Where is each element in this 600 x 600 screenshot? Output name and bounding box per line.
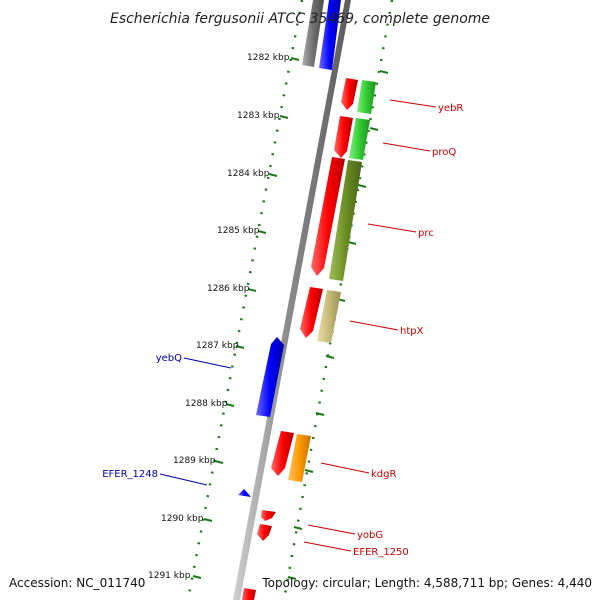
accession-text: Accession: NC_011740 bbox=[9, 576, 145, 590]
outer-dash bbox=[347, 241, 357, 245]
tick-label-1285: 1285 kbp bbox=[217, 226, 260, 236]
gene-label-kdgR[interactable]: kdgR bbox=[371, 469, 396, 480]
gene-yebR-cog bbox=[357, 80, 376, 114]
leader-EFER_1248 bbox=[159, 473, 208, 486]
outer-dash bbox=[325, 355, 335, 359]
blue-gene-feature-top bbox=[319, 0, 341, 70]
gene-proQ-cog bbox=[349, 118, 370, 160]
gene-proQ-arrow[interactable] bbox=[334, 116, 353, 158]
outer-dash bbox=[379, 70, 389, 74]
gene-label-proQ[interactable]: proQ bbox=[432, 147, 456, 158]
leader-EFER_1250 bbox=[303, 541, 352, 552]
tick-mark bbox=[279, 115, 289, 119]
gene-htpX-cog bbox=[317, 290, 341, 343]
gene-label-EFER_1248[interactable]: EFER_1248 bbox=[102, 469, 158, 480]
gene-EFER_1248-arrow[interactable] bbox=[238, 489, 251, 497]
gene-prc-cog bbox=[329, 160, 362, 281]
gene-label-yobG[interactable]: yobG bbox=[357, 530, 383, 541]
gene-yebQ-arrow[interactable] bbox=[256, 337, 284, 417]
gene-htpX-arrow[interactable] bbox=[300, 287, 323, 338]
gene-yebR-arrow[interactable] bbox=[341, 78, 358, 110]
tick-label-1291: 1291 kbp bbox=[148, 571, 191, 581]
genome-backbone bbox=[233, 0, 351, 600]
tick-label-1288: 1288 kbp bbox=[185, 399, 228, 409]
kbp-ticks bbox=[192, 57, 300, 579]
gray-gene-feature bbox=[302, 0, 324, 67]
tick-mark bbox=[192, 575, 202, 579]
outer-dash bbox=[287, 576, 297, 580]
tick-label-1287: 1287 kbp bbox=[196, 341, 239, 351]
gene-label-yebQ[interactable]: yebQ bbox=[156, 353, 182, 364]
gene-label-prc[interactable]: prc bbox=[418, 228, 434, 239]
tick-label-1283: 1283 kbp bbox=[237, 111, 280, 121]
tick-mark bbox=[247, 288, 257, 292]
gene-label-htpX[interactable]: htpX bbox=[400, 326, 424, 337]
tick-mark bbox=[290, 57, 300, 61]
tick-mark bbox=[257, 230, 267, 234]
gene-EFER_1250-arrow[interactable] bbox=[257, 524, 272, 541]
leader-htpX bbox=[349, 320, 399, 331]
tick-mark bbox=[214, 460, 224, 464]
leader-yobG bbox=[307, 524, 356, 535]
tick-mark bbox=[268, 173, 278, 177]
reverse-leader-lines bbox=[159, 357, 232, 486]
outer-dash bbox=[315, 412, 325, 416]
tick-mark bbox=[235, 345, 245, 349]
leader-yebQ bbox=[183, 357, 232, 369]
outer-dash bbox=[357, 184, 367, 188]
leader-kdgR bbox=[320, 462, 370, 474]
gene-yobG-arrow[interactable] bbox=[261, 510, 276, 521]
map-title: Escherichia fergusonii ATCC 35469, compl… bbox=[110, 11, 490, 27]
tick-mark bbox=[203, 518, 213, 522]
outer-dash bbox=[304, 469, 314, 473]
tick-label-1290: 1290 kbp bbox=[161, 514, 204, 524]
gene-prc-arrow[interactable] bbox=[311, 157, 345, 276]
leader-proQ bbox=[382, 142, 431, 152]
leader-prc bbox=[367, 223, 417, 233]
tick-label-1289: 1289 kbp bbox=[173, 456, 216, 466]
gene-kdgR-arrow[interactable] bbox=[271, 431, 294, 476]
inner-dotted-track bbox=[186, 0, 304, 600]
outer-dash bbox=[369, 127, 379, 131]
outer-dash bbox=[293, 526, 303, 530]
gene-partial-bottom bbox=[242, 588, 256, 600]
gene-kdgR-cog bbox=[288, 434, 311, 482]
genome-summary-text: Topology: circular; Length: 4,588,711 bp… bbox=[261, 576, 592, 590]
tick-label-1284: 1284 kbp bbox=[227, 169, 270, 179]
gene-label-EFER_1250[interactable]: EFER_1250 bbox=[353, 547, 409, 558]
tick-label-1286: 1286 kbp bbox=[207, 284, 250, 294]
tick-label-1282: 1282 kbp bbox=[247, 53, 290, 63]
tick-mark bbox=[225, 403, 235, 407]
gene-label-yebR[interactable]: yebR bbox=[438, 103, 463, 114]
leader-yebR bbox=[389, 99, 437, 108]
forward-leader-lines bbox=[303, 99, 437, 552]
